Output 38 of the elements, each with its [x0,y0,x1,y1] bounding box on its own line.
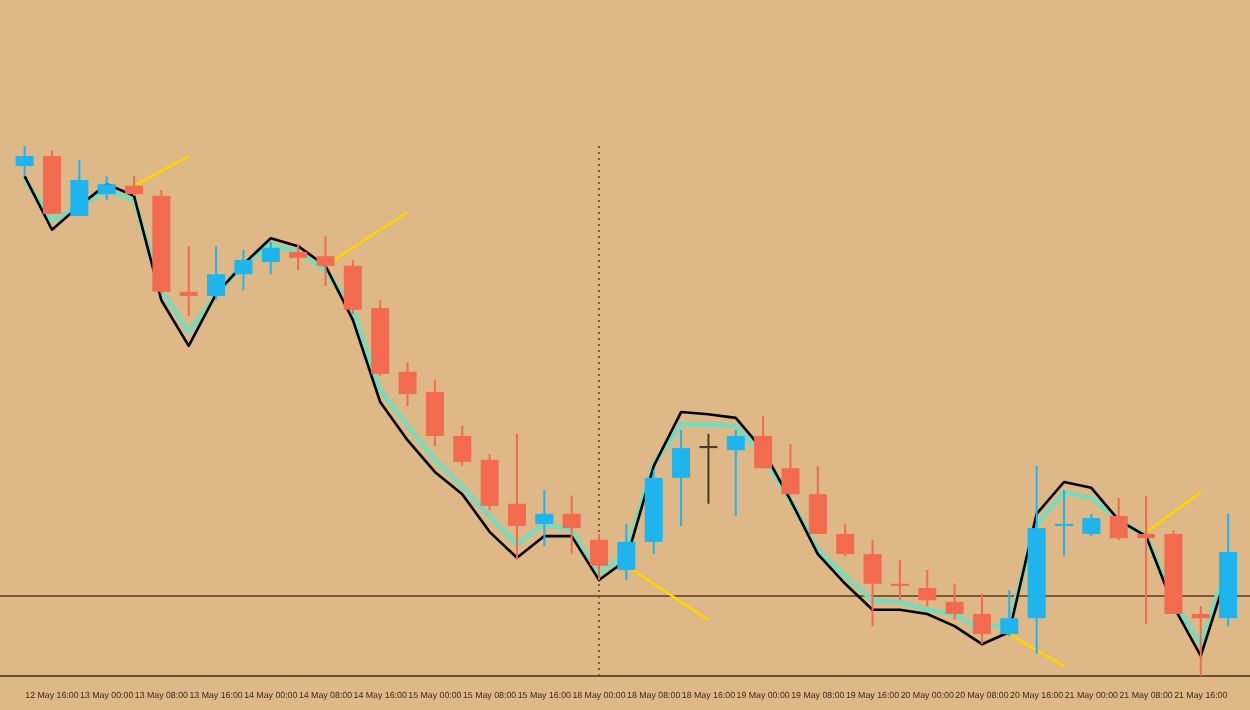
candlestick [1109,496,1128,541]
candlestick [261,240,280,276]
candlestick [808,465,827,535]
candlestick [754,414,773,470]
candlestick [781,442,800,496]
candlestick [890,558,909,602]
candlestick [1191,605,1210,677]
candlestick [398,361,417,408]
candlestick [1137,494,1156,626]
candlestick [535,488,554,548]
candlestick [125,175,144,197]
candlestick [863,538,882,628]
candlestick [672,429,691,528]
candlestick [289,243,308,272]
candlestick [726,429,745,517]
candlestick [972,592,991,646]
candlestick [1082,512,1101,538]
candlestick [617,522,636,582]
candlestick [562,494,581,556]
candlestick [179,245,198,318]
candlestick [590,532,609,582]
candlestick [918,569,937,608]
candlestick [207,245,226,302]
candlestick [343,258,362,316]
candlestick [316,235,335,287]
candlestick [1055,488,1073,558]
candlestick [425,379,444,447]
candlestick [70,158,89,217]
candlestick [97,175,116,202]
candlestick [453,424,472,468]
candlestick [480,452,499,512]
candlestick [507,432,526,561]
candlestick [15,145,34,178]
candlestick [1000,589,1019,638]
candlestick [699,432,718,505]
candlestick [945,582,964,621]
candlestick [234,248,253,292]
candlestick [836,522,855,558]
